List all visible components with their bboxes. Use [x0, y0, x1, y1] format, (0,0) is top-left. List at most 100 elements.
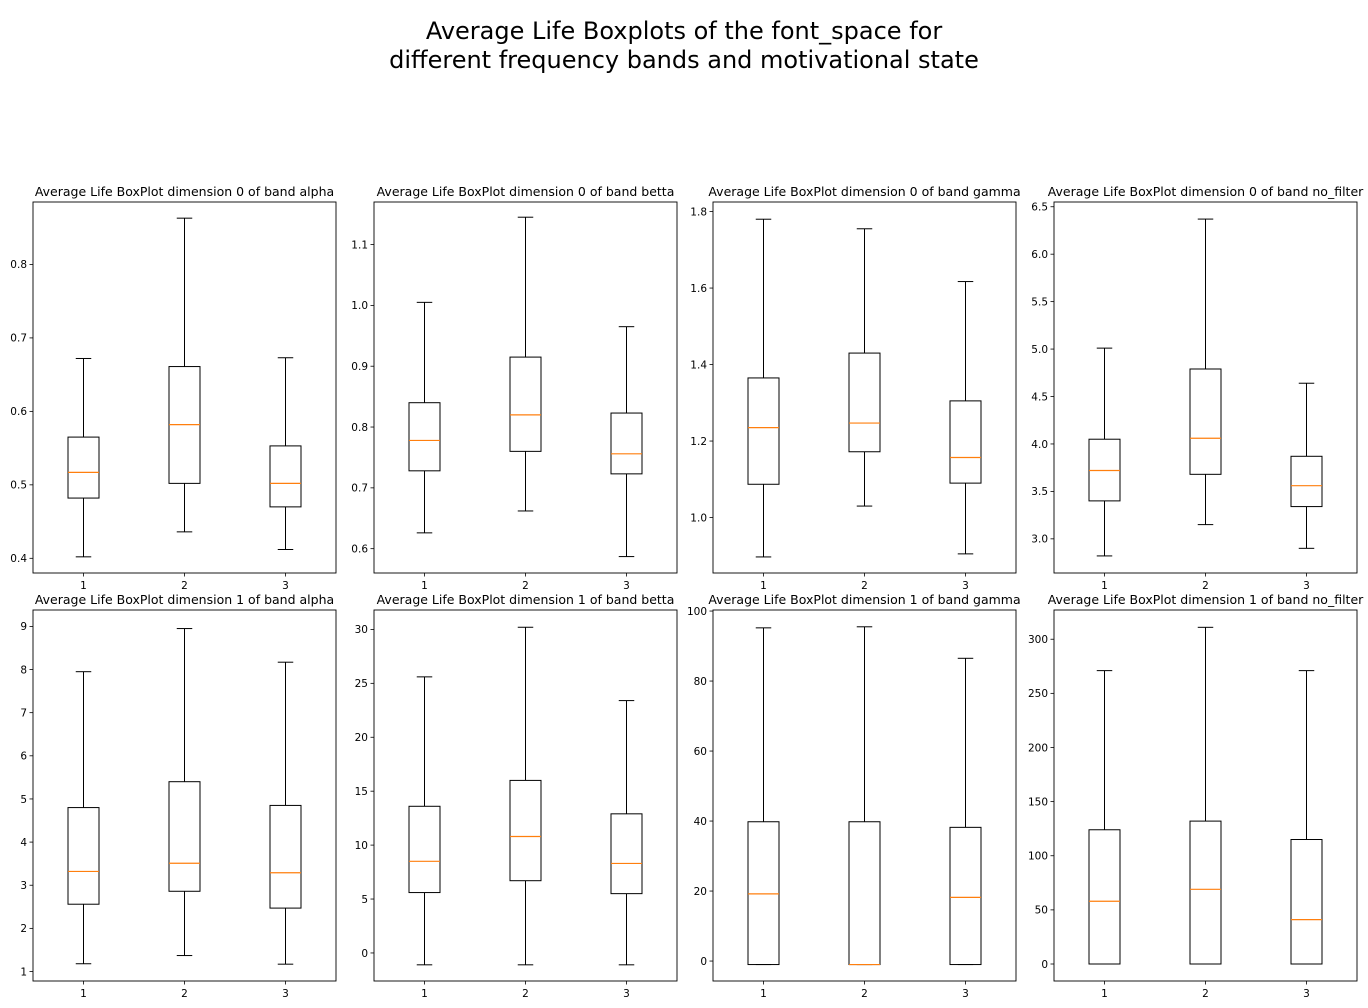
y-tick-label: 20	[355, 732, 368, 744]
box-iqr	[1290, 839, 1323, 965]
subplot-title: Average Life BoxPlot dimension 0 of band…	[708, 184, 1020, 199]
subplot-3: Average Life BoxPlot dimension 0 of band…	[690, 184, 1020, 592]
subplot-title: Average Life BoxPlot dimension 0 of band…	[1048, 184, 1364, 199]
subplot-title: Average Life BoxPlot dimension 0 of band…	[377, 184, 675, 199]
box-iqr	[1189, 368, 1222, 475]
box-1	[1088, 670, 1121, 965]
y-tick-label: 100	[687, 606, 707, 618]
box-3	[1290, 382, 1323, 549]
plot-frame	[373, 201, 678, 574]
y-tick-label: 1.8	[690, 206, 707, 218]
y-tick-label: 6.5	[1031, 202, 1048, 214]
box-1	[67, 671, 100, 965]
y-tick-label: 100	[1028, 851, 1048, 863]
subplot-7: Average Life BoxPlot dimension 1 of band…	[687, 592, 1021, 1000]
plot-frame	[373, 609, 678, 982]
box-2	[168, 217, 201, 533]
box-iqr	[1290, 455, 1323, 508]
x-tick-label: 1	[421, 580, 428, 592]
box-iqr	[610, 412, 643, 475]
x-tick-label: 2	[522, 988, 529, 1000]
box-3	[269, 661, 302, 965]
subplot-title: Average Life BoxPlot dimension 1 of band…	[1048, 592, 1364, 607]
box-iqr	[509, 356, 542, 452]
box-3	[610, 326, 643, 558]
x-tick-label: 2	[522, 580, 529, 592]
y-tick-label: 5.5	[1031, 296, 1048, 308]
x-tick-label: 3	[623, 988, 630, 1000]
y-tick-label: 1	[20, 966, 27, 978]
box-iqr	[949, 400, 982, 484]
y-tick-label: 9	[20, 621, 27, 633]
y-tick-label: 200	[1028, 742, 1048, 754]
subplot-8: Average Life BoxPlot dimension 1 of band…	[1028, 592, 1364, 1000]
box-iqr	[1189, 820, 1222, 965]
box-iqr	[67, 807, 100, 905]
x-tick-label: 2	[181, 580, 188, 592]
y-tick-label: 0.8	[351, 422, 368, 434]
y-tick-label: 0	[700, 956, 707, 968]
y-tick-label: 20	[694, 886, 707, 898]
plot-frame	[1053, 609, 1358, 982]
subplot-6: Average Life BoxPlot dimension 1 of band…	[355, 592, 678, 1000]
subplot-title: Average Life BoxPlot dimension 1 of band…	[35, 592, 334, 607]
y-tick-label: 50	[1035, 905, 1048, 917]
box-iqr	[747, 821, 780, 966]
y-tick-label: 300	[1028, 634, 1048, 646]
x-tick-label: 2	[861, 988, 868, 1000]
x-tick-label: 3	[962, 580, 969, 592]
box-iqr	[168, 781, 201, 892]
x-tick-label: 3	[1303, 988, 1310, 1000]
box-iqr	[269, 445, 302, 508]
y-tick-label: 1.0	[690, 512, 707, 524]
plot-frame	[712, 201, 1017, 574]
y-tick-label: 250	[1028, 688, 1048, 700]
plot-frame	[712, 609, 1017, 982]
x-tick-label: 1	[80, 580, 87, 592]
y-tick-label: 30	[355, 624, 368, 636]
y-tick-label: 60	[694, 746, 707, 758]
subplot-title: Average Life BoxPlot dimension 1 of band…	[708, 592, 1020, 607]
box-2	[1189, 626, 1222, 965]
subplot-title: Average Life BoxPlot dimension 1 of band…	[377, 592, 675, 607]
figure-title-line-2: different frequency bands and motivation…	[389, 46, 979, 74]
y-tick-label: 0.4	[10, 553, 27, 565]
box-iqr	[408, 805, 441, 894]
box-iqr	[269, 804, 302, 909]
box-iqr	[1088, 829, 1121, 965]
box-1	[67, 357, 100, 558]
plot-frame	[32, 609, 337, 982]
subplot-5: Average Life BoxPlot dimension 1 of band…	[20, 592, 337, 1000]
y-tick-label: 80	[694, 676, 707, 688]
box-3	[610, 700, 643, 966]
y-tick-label: 0	[361, 948, 368, 960]
y-tick-label: 5	[20, 794, 27, 806]
box-2	[1189, 218, 1222, 526]
x-tick-label: 2	[861, 580, 868, 592]
plot-frame	[1053, 201, 1358, 574]
subplot-grid: Average Life BoxPlot dimension 0 of band…	[10, 184, 1364, 1000]
x-tick-label: 1	[1101, 580, 1108, 592]
x-tick-label: 2	[181, 988, 188, 1000]
y-tick-label: 0.7	[10, 333, 27, 345]
box-2	[168, 628, 201, 957]
box-3	[949, 657, 982, 966]
y-tick-label: 4	[20, 837, 27, 849]
y-tick-label: 4.5	[1031, 391, 1048, 403]
y-tick-label: 8	[20, 664, 27, 676]
y-tick-label: 1.1	[351, 239, 368, 251]
y-tick-label: 1.4	[690, 359, 707, 371]
y-tick-label: 3.0	[1031, 534, 1048, 546]
box-iqr	[747, 377, 780, 485]
y-tick-label: 4.0	[1031, 439, 1048, 451]
box-3	[269, 357, 302, 550]
y-tick-label: 0.7	[351, 483, 368, 495]
y-tick-label: 0.6	[351, 543, 368, 555]
y-tick-label: 15	[355, 786, 368, 798]
box-2	[848, 626, 881, 966]
box-2	[509, 216, 542, 512]
box-3	[1290, 670, 1323, 965]
box-1	[408, 301, 441, 534]
subplot-title: Average Life BoxPlot dimension 0 of band…	[35, 184, 334, 199]
